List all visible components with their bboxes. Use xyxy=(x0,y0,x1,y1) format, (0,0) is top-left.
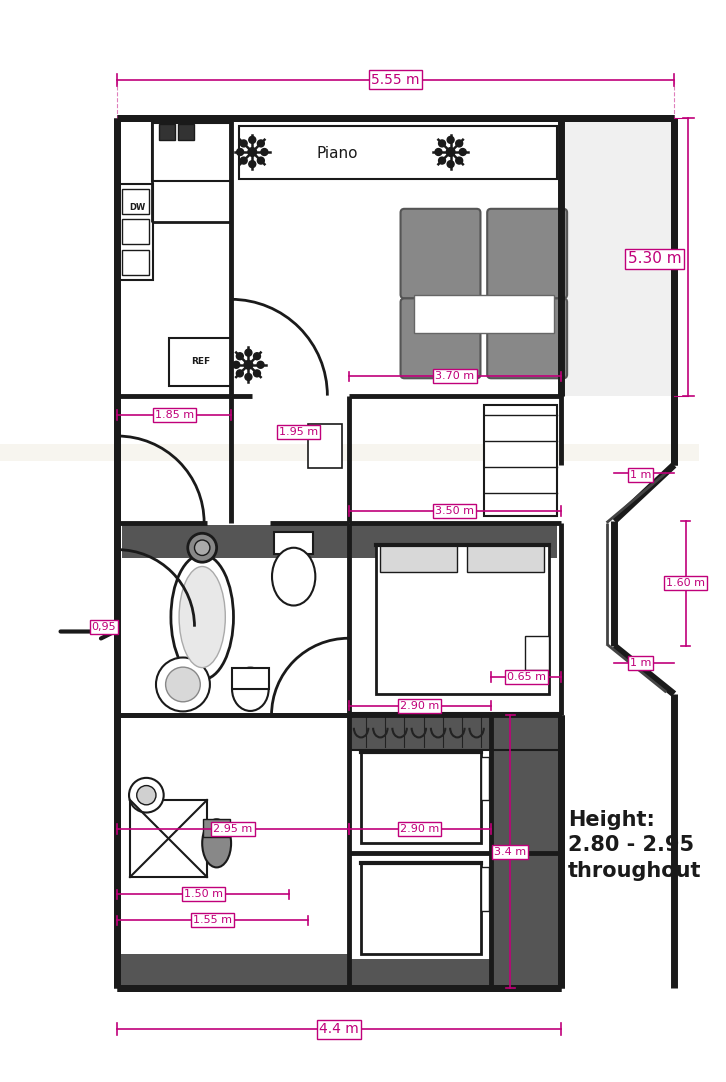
Circle shape xyxy=(244,360,253,369)
Circle shape xyxy=(249,136,256,143)
Circle shape xyxy=(166,668,200,702)
Bar xyxy=(168,338,231,386)
Bar xyxy=(152,123,231,181)
Ellipse shape xyxy=(272,547,315,606)
Text: 3.70 m: 3.70 m xyxy=(436,371,475,381)
Ellipse shape xyxy=(203,819,231,868)
Circle shape xyxy=(248,147,256,156)
FancyBboxPatch shape xyxy=(487,209,567,299)
Circle shape xyxy=(447,136,454,143)
Circle shape xyxy=(446,147,455,156)
Circle shape xyxy=(460,148,466,156)
Circle shape xyxy=(237,148,244,156)
Circle shape xyxy=(456,140,462,147)
Bar xyxy=(375,545,549,694)
Bar xyxy=(308,424,342,467)
Text: 3.4 m: 3.4 m xyxy=(494,846,526,857)
Bar xyxy=(159,124,175,141)
Ellipse shape xyxy=(171,554,234,679)
Text: 1 m: 1 m xyxy=(629,658,651,669)
Text: 2.95 m: 2.95 m xyxy=(213,823,253,834)
Circle shape xyxy=(233,361,240,368)
Ellipse shape xyxy=(232,668,269,711)
Circle shape xyxy=(439,140,446,147)
Bar xyxy=(130,800,207,878)
Text: REF: REF xyxy=(191,357,210,367)
Ellipse shape xyxy=(179,567,225,668)
Bar xyxy=(122,220,150,245)
Text: 1.60 m: 1.60 m xyxy=(666,579,705,589)
Text: 1.95 m: 1.95 m xyxy=(279,427,318,437)
Bar xyxy=(119,184,153,280)
Text: 1 m: 1 m xyxy=(629,470,651,479)
Circle shape xyxy=(435,148,442,156)
Text: 2.90 m: 2.90 m xyxy=(400,823,439,834)
Circle shape xyxy=(136,786,156,805)
Text: Piano: Piano xyxy=(317,146,358,161)
Circle shape xyxy=(195,540,210,555)
Bar xyxy=(122,525,557,558)
Circle shape xyxy=(129,778,163,813)
Bar xyxy=(481,868,489,911)
FancyBboxPatch shape xyxy=(487,299,567,379)
Bar xyxy=(361,862,481,954)
Bar xyxy=(274,532,313,554)
Circle shape xyxy=(237,353,243,359)
Text: 3.50 m: 3.50 m xyxy=(436,506,475,516)
Text: Height:
2.80 - 2.95
throughout: Height: 2.80 - 2.95 throughout xyxy=(568,809,701,881)
Bar xyxy=(348,713,561,750)
Circle shape xyxy=(253,353,261,359)
Circle shape xyxy=(447,160,454,168)
Bar xyxy=(232,668,269,689)
Bar xyxy=(122,250,150,275)
Bar xyxy=(122,188,150,213)
Text: 5.30 m: 5.30 m xyxy=(628,251,682,266)
Circle shape xyxy=(245,373,252,381)
Text: 1.50 m: 1.50 m xyxy=(184,889,223,899)
Text: 4.4 m: 4.4 m xyxy=(319,1022,359,1037)
Text: 1.85 m: 1.85 m xyxy=(155,410,194,420)
Bar xyxy=(178,124,195,141)
FancyBboxPatch shape xyxy=(401,299,481,379)
Bar xyxy=(467,545,544,571)
Circle shape xyxy=(237,370,243,377)
Circle shape xyxy=(249,160,256,168)
Bar xyxy=(118,954,348,982)
Text: 0,95: 0,95 xyxy=(91,622,116,632)
Circle shape xyxy=(156,658,210,712)
Text: DW: DW xyxy=(129,203,146,212)
Text: 0.65 m: 0.65 m xyxy=(507,672,546,682)
Bar xyxy=(380,545,457,571)
Bar xyxy=(484,406,557,516)
Circle shape xyxy=(456,157,462,164)
Circle shape xyxy=(261,148,268,156)
Circle shape xyxy=(258,140,264,147)
Bar xyxy=(491,715,561,988)
Bar xyxy=(561,118,674,396)
FancyBboxPatch shape xyxy=(401,209,481,299)
Circle shape xyxy=(257,361,264,368)
Text: 2.90 m: 2.90 m xyxy=(400,701,439,711)
Circle shape xyxy=(439,157,446,164)
Circle shape xyxy=(258,157,264,164)
Bar xyxy=(203,819,230,836)
Circle shape xyxy=(188,533,216,563)
Bar xyxy=(414,294,554,333)
Bar xyxy=(118,959,561,988)
Circle shape xyxy=(253,370,261,377)
Bar xyxy=(239,126,557,179)
Circle shape xyxy=(240,157,247,164)
Bar xyxy=(481,756,489,800)
Bar xyxy=(0,444,699,461)
Circle shape xyxy=(240,140,247,147)
Bar xyxy=(361,752,481,843)
Text: 5.55 m: 5.55 m xyxy=(372,72,420,87)
Text: 1.55 m: 1.55 m xyxy=(193,915,232,925)
Bar xyxy=(525,636,549,670)
Circle shape xyxy=(245,349,252,356)
